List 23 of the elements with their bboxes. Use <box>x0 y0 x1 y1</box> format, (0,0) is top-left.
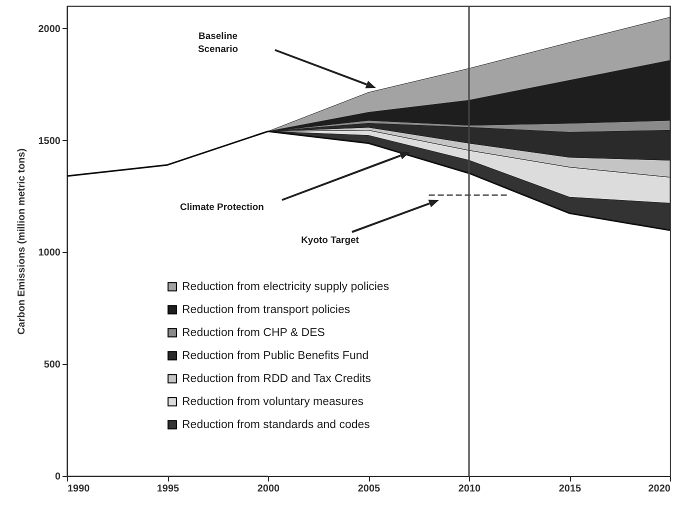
annotation: Baseline Scenario <box>198 31 238 55</box>
annotation: Kyoto Target <box>301 235 360 246</box>
legend-label: Reduction from standards and codes <box>182 418 370 431</box>
legend-label: Reduction from Public Benefits Fund <box>182 350 369 362</box>
x-tick-label: 2020 <box>648 484 671 494</box>
legend-label: Reduction from transport policies <box>182 304 350 316</box>
x-tick-label: 1990 <box>68 484 90 494</box>
y-tick-label: 0 <box>54 472 61 482</box>
y-tick-label: 500 <box>44 360 61 371</box>
legend-label: Reduction from CHP & DES <box>182 326 326 339</box>
x-tick-label: 1995 <box>156 484 180 494</box>
x-tick-label: 2010 <box>458 484 482 494</box>
x-tick-label: 2000 <box>257 484 280 494</box>
y-tick-label: 2000 <box>38 24 61 35</box>
x-tick-label: 2015 <box>558 484 582 494</box>
legend-label: Reduction from electricity supply policies <box>182 280 390 293</box>
legend-label: Reduction from voluntary measures <box>182 396 364 408</box>
y-axis-title: Carbon Emissions (million metric tons) <box>16 148 28 335</box>
annotation: Climate Protection <box>180 202 264 213</box>
y-tick-label: 1500 <box>38 136 61 147</box>
x-tick-label: 2005 <box>358 484 381 494</box>
y-tick-label: 1000 <box>38 248 61 259</box>
legend-label: Reduction from RDD and Tax Credits <box>182 372 372 385</box>
